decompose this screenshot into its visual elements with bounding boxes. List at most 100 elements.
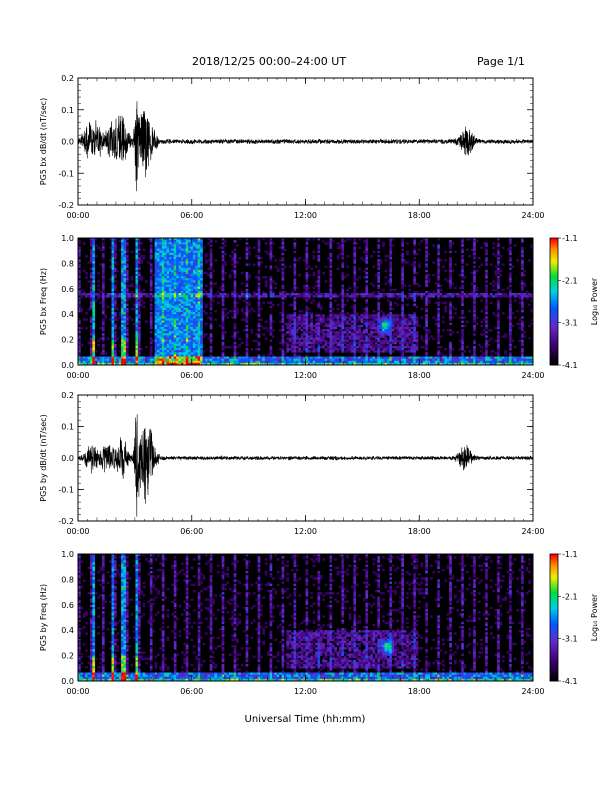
heatmap-cell [209, 345, 213, 349]
heatmap-cell [437, 276, 440, 279]
heatmap-cell [473, 345, 476, 349]
heatmap-cell [164, 362, 167, 366]
heatmap-cell [169, 286, 172, 290]
heatmap-cell [365, 284, 369, 287]
heatmap-cell [183, 341, 187, 345]
heatmap-cell [99, 356, 103, 359]
heatmap-cell [386, 348, 390, 351]
heatmap-cell [346, 329, 349, 332]
heatmap-cell [250, 348, 254, 351]
heatmap-cell [183, 339, 187, 343]
heatmap-cell [360, 345, 364, 349]
heatmap-cell [130, 282, 134, 285]
heatmap-cell [137, 312, 141, 315]
heatmap-cell [358, 238, 361, 241]
heatmap-cell [353, 303, 357, 307]
heatmap-cell [125, 337, 129, 340]
heatmap-cell [195, 252, 199, 256]
heatmap-cell [348, 343, 352, 347]
heatmap-cell [159, 305, 163, 309]
heatmap-cell [221, 320, 225, 323]
heatmap-cell [360, 343, 364, 347]
heatmap-cell [188, 250, 191, 254]
heatmap-cell [264, 360, 268, 364]
heatmap-cell [307, 362, 311, 366]
heatmap-cell [408, 329, 412, 332]
heatmap-cell [178, 331, 182, 334]
heatmap-cell [137, 238, 141, 241]
heatmap-cell [401, 244, 404, 247]
heatmap-cell [348, 348, 352, 351]
heatmap-cell [449, 348, 452, 351]
heatmap-cell [389, 356, 393, 359]
heatmap-cell [176, 271, 179, 275]
heatmap-cell [281, 252, 285, 256]
heatmap-cell [343, 320, 347, 323]
heatmap-cell [403, 350, 407, 353]
heatmap-cell [195, 303, 199, 307]
heatmap-cell [324, 333, 328, 336]
heatmap-cell [473, 271, 476, 275]
heatmap-cell [374, 326, 378, 330]
heatmap-cell [161, 301, 165, 304]
heatmap-cell [336, 318, 340, 321]
heatmap-cell [377, 356, 381, 359]
heatmap-cell [384, 320, 388, 323]
heatmap-cell [233, 352, 237, 355]
heatmap-cell [286, 326, 290, 330]
heatmap-cell [427, 337, 431, 340]
heatmap-cell [164, 265, 167, 268]
heatmap-cell [173, 362, 177, 366]
heatmap-cell [92, 356, 96, 359]
heatmap-cell [293, 348, 297, 351]
heatmap-cell [324, 293, 328, 296]
heatmap-cell [427, 278, 431, 281]
heatmap-cell [437, 341, 440, 345]
heatmap-cell [434, 301, 438, 304]
heatmap-cell [315, 318, 318, 321]
heatmap-cell [245, 246, 249, 249]
heatmap-cell [97, 360, 100, 364]
heatmap-cell [377, 244, 381, 247]
heatmap-cell [444, 309, 448, 313]
heatmap-cell [169, 276, 172, 279]
heatmap-cell [183, 354, 187, 357]
heatmap-cell [293, 337, 297, 340]
heatmap-cell [183, 242, 187, 245]
heatmap-cell [101, 242, 105, 245]
heatmap-cell [473, 295, 476, 298]
heatmap-cell [461, 276, 464, 279]
heatmap-cell [97, 339, 100, 343]
heatmap-cell [477, 293, 481, 296]
heatmap-cell [204, 305, 208, 309]
heatmap-cell [209, 265, 213, 268]
heatmap-cell [233, 356, 237, 359]
heatmap-cell [281, 290, 285, 294]
heatmap-cell [92, 316, 96, 319]
heatmap-cell [121, 244, 124, 247]
heatmap-cell [391, 293, 395, 296]
heatmap-cell [300, 360, 304, 364]
heatmap-cell [317, 280, 321, 283]
heatmap-cell [89, 352, 93, 355]
heatmap-cell [293, 335, 297, 338]
heatmap-cell [461, 273, 464, 277]
heatmap-cell [317, 254, 321, 258]
heatmap-cell [169, 318, 172, 321]
heatmap-cell [195, 254, 199, 258]
heatmap-cell [322, 358, 325, 362]
heatmap-cell [310, 362, 313, 366]
heatmap-cell [377, 316, 381, 319]
heatmap-cell [200, 284, 203, 287]
heatmap-cell [166, 250, 170, 254]
heatmap-cell [303, 333, 306, 336]
heatmap-cell [154, 293, 158, 296]
heatmap-cell [195, 269, 199, 273]
heatmap-cell [147, 295, 151, 298]
heatmap-cell [444, 278, 448, 281]
heatmap-cell [80, 360, 84, 364]
heatmap-cell [384, 324, 388, 328]
heatmap-cell [166, 312, 170, 315]
heatmap-cell [248, 362, 251, 366]
heatmap-cell [475, 360, 479, 364]
